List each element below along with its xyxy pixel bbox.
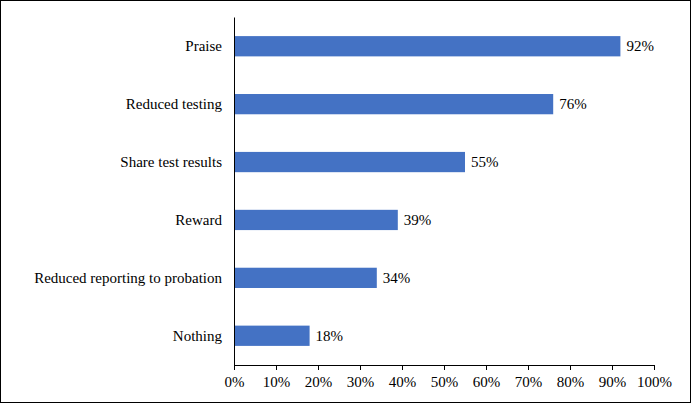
y-tick: Nothing [173,328,223,344]
data-labels: 92% 76% 55% 39% 34% 18% [316,38,654,344]
x-tick-mark [402,365,403,370]
plot: 0% 10% 20% 30% 40% 50% 60% 70% 80% 90% 100% Praise R… [34,18,672,390]
category-label: Praise [185,38,222,54]
x-tick-mark [654,365,655,370]
x-tick-label: 20% [305,374,333,390]
y-axis-line [234,18,235,366]
x-tick: 20% [305,365,333,390]
x-tick: 100% [637,365,672,390]
x-tick: 0% [225,365,245,390]
x-tick-mark [486,365,487,370]
x-tick-label: 30% [347,374,375,390]
x-tick-mark [360,365,361,370]
data-label: 39% [404,212,432,228]
x-tick: 30% [347,365,375,390]
data-label: 92% [626,38,654,54]
category-label: Reward [175,212,222,228]
x-axis: 0% 10% 20% 30% 40% 50% 60% 70% 80% 90% 100% [225,365,673,390]
bar [234,152,465,172]
category-label: Reduced testing [126,96,223,112]
y-tick: Praise [185,38,222,54]
bar [234,210,398,230]
y-tick: Reward [175,212,222,228]
x-tick-mark [444,365,445,370]
bars [234,36,620,346]
y-tick: Share test results [120,154,222,170]
x-tick-label: 0% [225,374,245,390]
x-tick-mark [528,365,529,370]
x-tick-label: 80% [557,374,585,390]
x-tick-mark [234,365,235,370]
x-tick-label: 90% [599,374,627,390]
category-label: Reduced reporting to probation [34,270,222,286]
x-tick-mark [276,365,277,370]
data-label: 76% [559,96,587,112]
x-tick-label: 60% [473,374,501,390]
bar [234,94,553,114]
y-tick: Reduced testing [126,96,223,112]
x-tick-mark [318,365,319,370]
x-tick-mark [570,365,571,370]
x-tick-label: 40% [389,374,417,390]
x-tick-label: 50% [431,374,459,390]
category-label: Share test results [120,154,222,170]
x-tick-label: 70% [515,374,543,390]
data-label: 55% [471,154,499,170]
x-tick: 70% [515,365,543,390]
y-tick: Reduced reporting to probation [34,270,222,286]
x-tick: 50% [431,365,459,390]
bar [234,36,620,56]
y-axis: Praise Reduced testing Share test results R… [34,18,234,366]
x-tick-label: 100% [637,374,672,390]
x-tick: 10% [263,365,291,390]
bar [234,268,377,288]
data-label: 34% [383,270,411,286]
x-tick: 80% [557,365,585,390]
frame [1,1,691,403]
chart: 0% 10% 20% 30% 40% 50% 60% 70% 80% 90% 100% Praise R… [0,0,691,403]
x-tick: 40% [389,365,417,390]
x-tick: 60% [473,365,501,390]
category-label: Nothing [173,328,223,344]
x-tick: 90% [599,365,627,390]
data-label: 18% [316,328,344,344]
x-tick-label: 10% [263,374,291,390]
bar [234,326,310,346]
x-tick-mark [612,365,613,370]
